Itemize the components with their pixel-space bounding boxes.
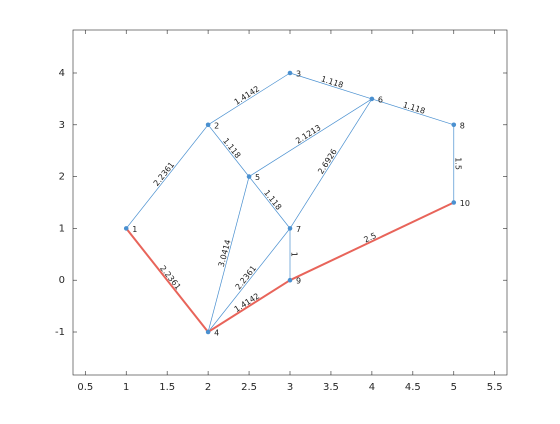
y-tick-label: 3 (59, 120, 65, 131)
x-tick-label: 2.5 (241, 382, 257, 393)
edge (248, 98, 373, 177)
x-tick-label: 3 (287, 382, 293, 393)
x-tick-label: 5 (451, 382, 457, 393)
node (369, 96, 375, 102)
node (205, 329, 211, 335)
node-label: 10 (460, 199, 470, 208)
y-tick-label: -1 (55, 327, 65, 338)
node-label: 3 (296, 69, 301, 78)
y-tick-label: 1 (59, 223, 65, 234)
edge (207, 228, 291, 333)
node-label: 5 (255, 173, 260, 182)
edge (289, 201, 455, 282)
axes-box (72, 29, 508, 376)
node-label: 4 (214, 329, 219, 338)
y-tick-label: 0 (59, 275, 65, 286)
node-label: 9 (296, 277, 301, 286)
node-label: 8 (460, 121, 465, 130)
edge-label: 1.5 (453, 157, 462, 170)
edge-label: 1 (290, 252, 299, 257)
edge (289, 98, 373, 229)
y-tick-label: 2 (59, 172, 65, 183)
edge (248, 176, 291, 229)
node (451, 122, 457, 128)
x-tick-label: 1 (123, 382, 129, 393)
node-label: 6 (378, 95, 383, 104)
edge (207, 124, 250, 177)
node (205, 122, 211, 128)
edge (207, 72, 291, 126)
x-tick-label: 5.5 (487, 382, 503, 393)
node (123, 226, 129, 231)
x-tick-label: 1.5 (159, 382, 175, 393)
node-label: 1 (132, 225, 137, 234)
x-tick-label: 0.5 (77, 382, 93, 393)
node (287, 70, 293, 76)
edge (207, 279, 291, 333)
x-tick-label: 4.5 (405, 382, 421, 393)
x-tick-label: 4 (369, 382, 375, 393)
node-label: 7 (296, 225, 301, 234)
node-label: 2 (214, 121, 219, 130)
node (246, 174, 252, 179)
x-tick-label: 2 (205, 382, 211, 393)
edge (125, 227, 209, 333)
y-tick-label: 4 (59, 68, 65, 79)
edge (125, 124, 209, 229)
x-tick-label: 3.5 (323, 382, 339, 393)
node (287, 226, 293, 231)
edge (371, 98, 454, 126)
edge (289, 72, 372, 100)
node (287, 277, 293, 283)
edge (207, 176, 250, 333)
node (451, 200, 457, 205)
